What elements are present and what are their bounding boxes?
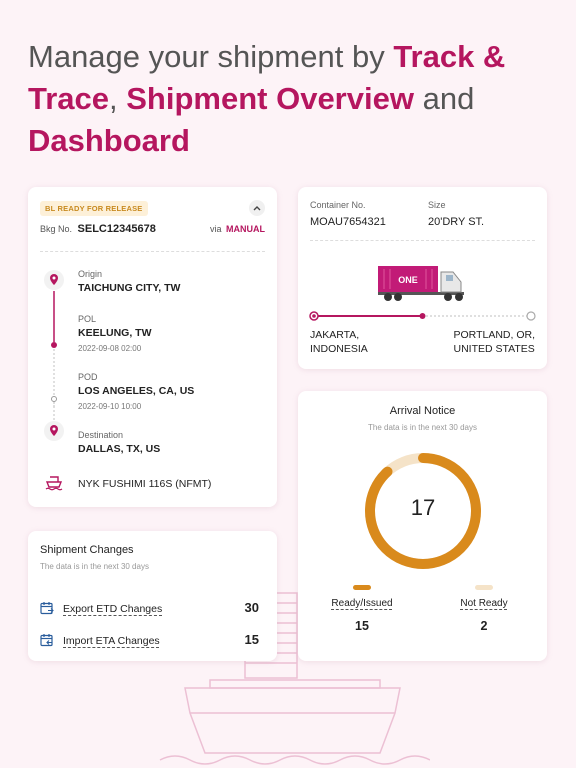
pod-date: 2022-09-10 10:00 <box>78 402 142 411</box>
truck-icon: ONE <box>378 266 464 301</box>
headline-highlight-track: Track & Trace <box>28 39 506 116</box>
legend-ready-value: 15 <box>355 619 369 633</box>
container-brand-text: ONE <box>398 275 418 285</box>
origin-port-line1: JAKARTA, <box>310 329 360 341</box>
import-eta-label[interactable]: Import ETA Changes <box>63 635 160 647</box>
booking-number: SELC12345678 <box>77 223 156 235</box>
changes-subtitle: The data is in the next 30 days <box>40 562 149 571</box>
divider <box>310 240 535 241</box>
vessel-name: NYK FUSHIMI 116S (NFMT) <box>78 478 212 490</box>
origin-port-line2: INDONESIA <box>310 343 368 355</box>
arrival-title: Arrival Notice <box>389 405 456 417</box>
legend-not-ready-label[interactable]: Not Ready <box>460 598 508 609</box>
calendar-export-icon <box>40 602 54 615</box>
route-pod: POD LOS ANGELES, CA, US 2022-09-10 10:00 <box>78 372 194 411</box>
container-card: Container No. MOAU7654321 Size 20'DRY ST… <box>298 187 547 369</box>
pol-label: POL <box>78 314 97 324</box>
export-etd-value: 30 <box>244 600 259 615</box>
transit-progress <box>309 311 536 321</box>
arrival-subtitle: The data is in the next 30 days <box>368 423 477 432</box>
arrival-total: 17 <box>410 495 436 520</box>
headline-highlight-overview: Shipment Overview <box>126 81 414 116</box>
route-pol: POL KEELUNG, TW 2022-09-08 02:00 <box>78 314 152 353</box>
headline: Manage your shipment by Track & Trace, S… <box>28 36 548 162</box>
headline-highlight-dashboard: Dashboard <box>28 123 190 158</box>
booking-row: Bkg No. SELC12345678 via MANUAL <box>40 223 265 235</box>
ship-icon <box>45 476 63 491</box>
headline-text: and <box>413 81 475 116</box>
legend-ready-swatch <box>353 585 371 590</box>
booking-label: Bkg No. <box>40 224 73 234</box>
destination-port: PORTLAND, OR, UNITED STATES <box>454 328 536 356</box>
status-badge: BL READY FOR RELEASE <box>40 201 148 216</box>
origin-value: TAICHUNG CITY, TW <box>78 282 181 294</box>
origin-label: Origin <box>78 269 103 279</box>
arrival-notice-card: Arrival Notice The data is in the next 3… <box>298 391 547 661</box>
collapse-button[interactable] <box>249 200 265 216</box>
via-info: via MANUAL <box>210 224 265 234</box>
pod-value: LOS ANGELES, CA, US <box>78 385 195 397</box>
via-value: MANUAL <box>226 224 265 234</box>
import-eta-value: 15 <box>244 632 259 647</box>
container-no-value: MOAU7654321 <box>310 216 386 228</box>
export-etd-row[interactable]: Export ETD Changes 30 <box>40 600 259 618</box>
headline-text: , <box>109 81 127 116</box>
changes-title: Shipment Changes <box>40 544 134 556</box>
destination-label: Destination <box>78 430 124 440</box>
chevron-up-icon <box>253 206 261 211</box>
size-value: 20'DRY ST. <box>428 216 485 228</box>
route-timeline <box>44 270 64 441</box>
pol-value: KEELUNG, TW <box>78 327 152 339</box>
destination-value: DALLAS, TX, US <box>78 443 161 455</box>
destination-port-line2: UNITED STATES <box>453 343 535 355</box>
calendar-import-icon <box>40 634 53 647</box>
divider <box>40 251 265 252</box>
legend-not-ready-value: 2 <box>480 619 488 633</box>
size-label: Size <box>428 200 446 210</box>
shipment-changes-card: Shipment Changes The data is in the next… <box>28 531 277 661</box>
route-destination: Destination DALLAS, TX, US <box>78 430 160 455</box>
headline-text: Manage your shipment by <box>28 39 394 74</box>
route-origin: Origin TAICHUNG CITY, TW <box>78 269 180 294</box>
pol-date: 2022-09-08 02:00 <box>78 344 142 353</box>
destination-port-line1: PORTLAND, OR, <box>453 329 536 341</box>
track-trace-card: BL READY FOR RELEASE Bkg No. SELC1234567… <box>28 187 277 507</box>
import-eta-row[interactable]: Import ETA Changes 15 <box>40 632 259 650</box>
legend-not-ready-swatch <box>475 585 493 590</box>
origin-port: JAKARTA, INDONESIA <box>310 328 368 356</box>
pod-label: POD <box>78 372 98 382</box>
container-no-label: Container No. <box>310 200 366 210</box>
legend-ready-label[interactable]: Ready/Issued <box>331 598 393 609</box>
export-etd-label[interactable]: Export ETD Changes <box>63 603 163 615</box>
donut-ready-segment <box>365 453 481 569</box>
arrival-donut-chart[interactable] <box>361 449 485 573</box>
via-label: via <box>209 224 222 234</box>
